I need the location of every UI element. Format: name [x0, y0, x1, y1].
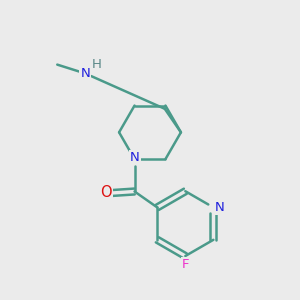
Text: N: N	[80, 67, 90, 80]
Text: O: O	[100, 185, 112, 200]
Text: N: N	[130, 151, 140, 164]
Text: N: N	[215, 201, 225, 214]
Text: F: F	[182, 258, 189, 271]
Text: H: H	[92, 58, 102, 71]
